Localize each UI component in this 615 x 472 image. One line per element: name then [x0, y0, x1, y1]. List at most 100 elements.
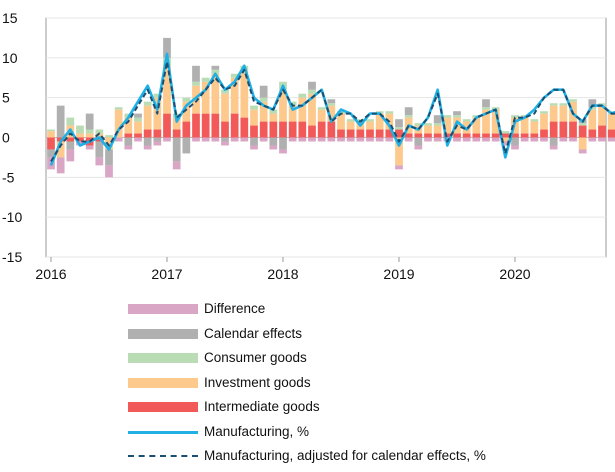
bar-difference: [269, 145, 278, 150]
bar-intermediate-goods: [462, 133, 471, 138]
bar-consumer-goods: [317, 107, 326, 110]
bar-consumer-goods: [192, 81, 200, 86]
bar-calendar-effects: [404, 107, 413, 116]
bar-consumer-goods: [462, 119, 471, 122]
bar-difference: [598, 137, 606, 142]
bar-calendar-effects: [433, 115, 442, 124]
bar-calendar-effects: [549, 137, 558, 146]
bar-intermediate-goods: [76, 137, 84, 142]
legend-label: Manufacturing, adjusted for calendar eff…: [204, 448, 486, 463]
bar-investment-goods: [114, 109, 123, 138]
bar-intermediate-goods: [317, 121, 326, 138]
x-tick-label: 2019: [383, 266, 414, 282]
bar-difference: [124, 145, 133, 150]
bar-calendar-effects: [85, 113, 94, 130]
bar-intermediate-goods: [540, 129, 548, 138]
bar-calendar-effects: [47, 149, 55, 158]
bar-investment-goods: [279, 89, 287, 122]
bar-consumer-goods: [327, 103, 336, 106]
bar-consumer-goods: [211, 69, 220, 74]
bar-difference: [433, 137, 442, 142]
legend-item: Investment goods: [128, 374, 608, 399]
bar-intermediate-goods: [163, 113, 171, 138]
bar-consumer-goods: [134, 117, 142, 122]
bar-intermediate-goods: [530, 133, 539, 138]
bar-calendar-effects: [134, 113, 142, 118]
bar-difference: [259, 137, 268, 142]
bar-intermediate-goods: [366, 129, 374, 138]
legend-item: Difference: [128, 300, 608, 325]
bar-calendar-effects: [511, 137, 519, 146]
bar-intermediate-goods: [472, 133, 481, 138]
bar-consumer-goods: [298, 93, 307, 98]
bar-investment-goods: [559, 105, 568, 122]
bar-consumer-goods: [201, 77, 210, 82]
bar-investment-goods: [501, 137, 510, 142]
bar-calendar-effects: [163, 37, 171, 58]
bar-intermediate-goods: [201, 113, 210, 138]
bar-calendar-effects: [153, 137, 162, 142]
bar-consumer-goods: [346, 119, 355, 122]
bar-difference: [578, 149, 587, 154]
bar-intermediate-goods: [346, 129, 355, 138]
legend-swatch: [128, 455, 198, 457]
bar-intermediate-goods: [172, 129, 181, 138]
bar-consumer-goods: [47, 129, 55, 132]
bar-intermediate-goods: [511, 133, 519, 138]
bar-intermediate-goods: [250, 125, 258, 138]
bar-intermediate-goods: [414, 133, 423, 138]
legend-label: Investment goods: [204, 374, 311, 390]
bar-difference: [250, 145, 258, 150]
bar-calendar-effects: [269, 137, 278, 146]
bar-difference: [56, 157, 65, 174]
bar-intermediate-goods: [482, 133, 490, 138]
bar-investment-goods: [308, 93, 316, 126]
bar-investment-goods: [134, 121, 142, 134]
y-tick-label: -15: [2, 249, 22, 265]
bar-consumer-goods: [559, 103, 568, 106]
bar-difference: [327, 137, 336, 142]
bar-investment-goods: [607, 113, 615, 130]
bar-calendar-effects: [66, 141, 75, 150]
lines: [49, 52, 615, 166]
bar-investment-goods: [482, 109, 490, 134]
bar-difference: [366, 137, 374, 142]
x-tick-label: 2018: [267, 266, 298, 282]
legend-item: Intermediate goods: [128, 398, 608, 423]
bar-intermediate-goods: [559, 121, 568, 138]
bar-investment-goods: [269, 113, 278, 122]
bar-difference: [549, 145, 558, 150]
bar-difference: [511, 145, 519, 150]
bar-difference: [308, 137, 316, 142]
bar-intermediate-goods: [404, 133, 413, 138]
y-tick-label: 0: [2, 130, 10, 146]
x-tick-label: 2017: [151, 266, 182, 282]
bar-consumer-goods: [366, 119, 374, 122]
bar-difference: [105, 165, 113, 178]
bar-difference: [95, 157, 104, 166]
y-tick-label: -5: [2, 169, 15, 185]
legend-item: Manufacturing, adjusted for calendar eff…: [128, 447, 608, 472]
bar-calendar-effects: [124, 137, 133, 146]
bar-investment-goods: [520, 117, 529, 134]
plot-area: [45, 17, 615, 258]
bar-intermediate-goods: [443, 133, 452, 138]
bar-difference: [211, 137, 220, 142]
bar-calendar-effects: [105, 149, 113, 166]
legend-swatch: [128, 304, 198, 314]
bar-investment-goods: [443, 117, 452, 134]
series-line-manufacturing-adjusted: [50, 60, 615, 162]
bar-difference: [172, 161, 181, 170]
bar-consumer-goods: [433, 123, 442, 126]
bar-consumer-goods: [395, 127, 403, 130]
bar-investment-goods: [375, 113, 384, 130]
legend-label: Calendar effects: [204, 325, 303, 341]
bar-difference: [520, 137, 529, 142]
bar-difference: [559, 137, 568, 142]
bar-difference: [395, 165, 403, 170]
bar-investment-goods: [85, 133, 94, 138]
legend-item: Manufacturing, %: [128, 423, 608, 448]
bar-intermediate-goods: [230, 113, 239, 138]
bar-investment-goods: [192, 85, 200, 114]
x-tick-label: 2016: [35, 266, 66, 282]
